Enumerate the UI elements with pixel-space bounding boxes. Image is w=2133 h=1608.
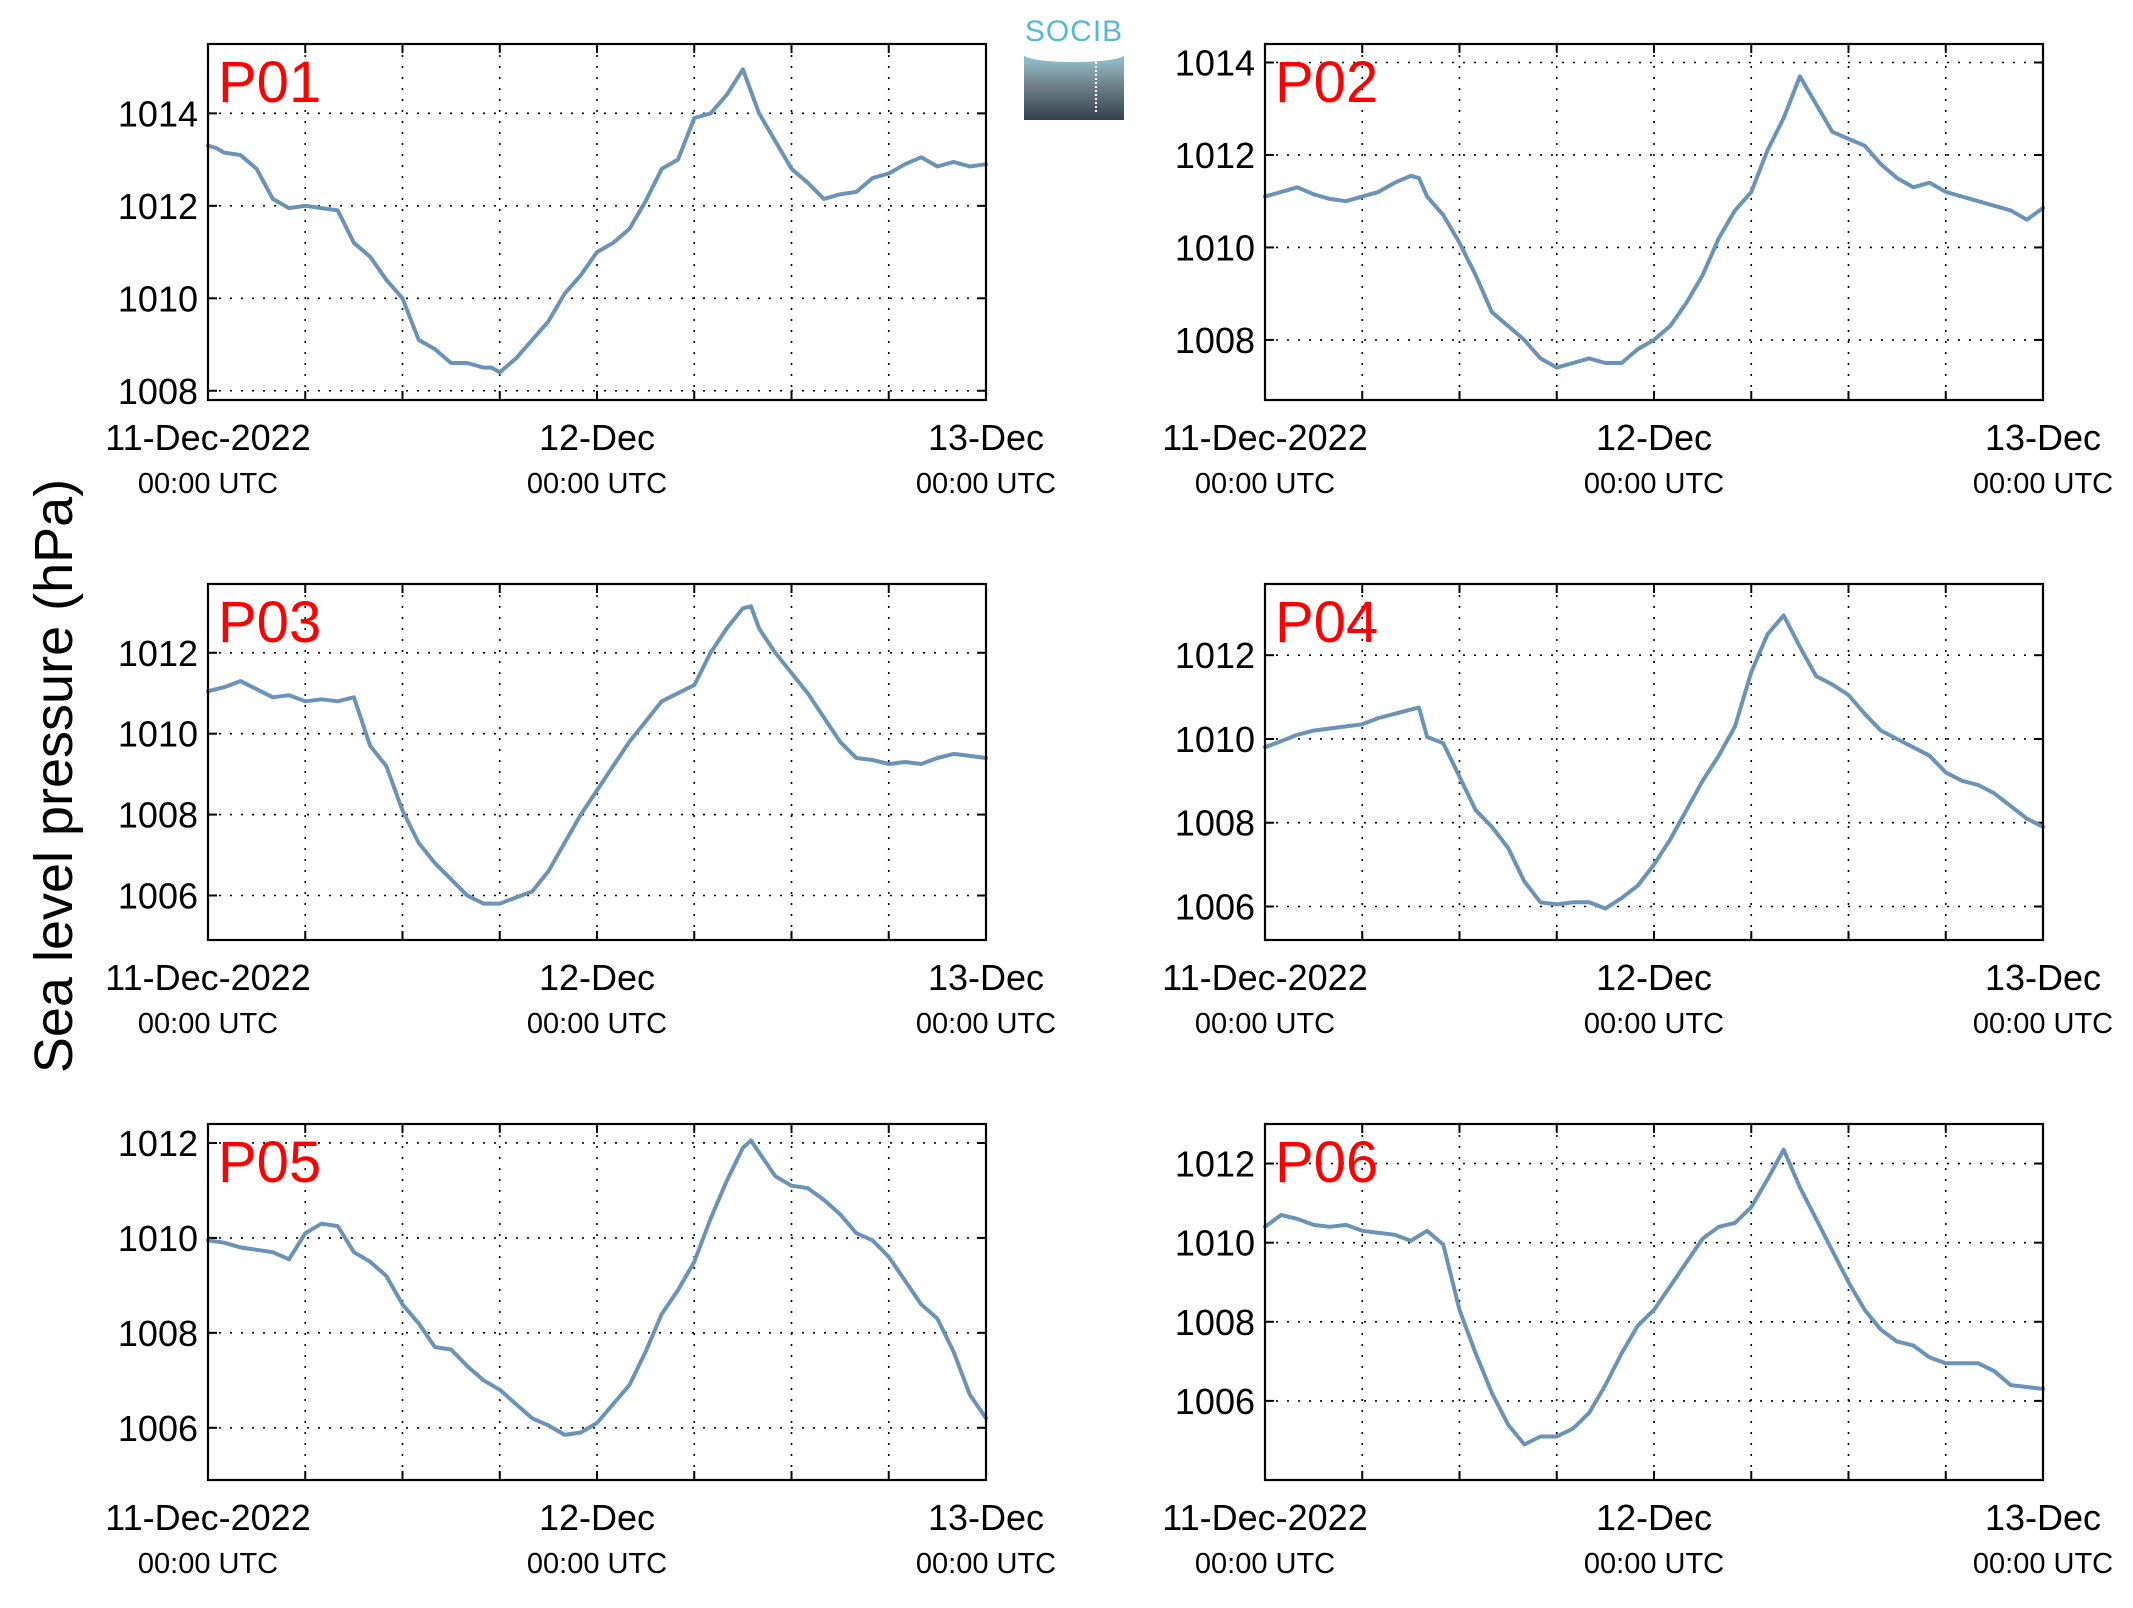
- pressure-series-line: [206, 67, 988, 375]
- x-tick-date-label: 11-Dec-2022: [1162, 417, 1367, 458]
- y-tick-label: 1012: [118, 186, 198, 227]
- x-tick-time-label: 00:00 UTC: [527, 468, 667, 500]
- y-tick-label: 1010: [118, 1218, 198, 1259]
- x-tick-date-label: 13-Dec: [928, 417, 1044, 458]
- x-tick-date-label: 12-Dec: [539, 1497, 655, 1538]
- plot-frame: [206, 1122, 988, 1482]
- y-tick-label: 1012: [1175, 1144, 1255, 1185]
- socib-logo: SOCIB: [1024, 14, 1124, 120]
- plot-frame: [1263, 1122, 2045, 1482]
- y-tick-label: 1008: [118, 371, 198, 412]
- y-tick-label: 1008: [118, 795, 198, 836]
- y-tick-label: 1012: [118, 633, 198, 674]
- x-tick-time-label: 00:00 UTC: [1584, 1008, 1724, 1040]
- logo-graphic: [1024, 52, 1124, 120]
- x-tick-date-label: 13-Dec: [1985, 417, 2101, 458]
- x-tick-time-label: 00:00 UTC: [527, 1008, 667, 1040]
- x-tick-date-label: 11-Dec-2022: [105, 957, 310, 998]
- y-tick-label: 1008: [1175, 1302, 1255, 1343]
- panel-label: P05: [218, 1130, 321, 1195]
- x-tick-date-label: 12-Dec: [1596, 1497, 1712, 1538]
- y-tick-label: 1010: [118, 278, 198, 319]
- y-tick-label: 1014: [1175, 42, 1255, 83]
- panel-label: P04: [1275, 590, 1378, 655]
- panel-p06: 1006 1008 1010 1012 11-Dec-2022 00:00 UTC 12-D…: [1162, 1122, 2113, 1580]
- y-tick-label: 1012: [118, 1123, 198, 1164]
- panel-p03: 1006 1008 1010 1012 11-Dec-2022 00:00 UTC 12-D…: [105, 582, 1056, 1040]
- panels-container: 1008 1010 1012 1014 11-Dec-2022 00:00 UTC 12-D…: [105, 42, 2113, 1580]
- pressure-series-line: [206, 1138, 988, 1437]
- x-tick-date-label: 12-Dec: [1596, 417, 1712, 458]
- y-tick-label: 1008: [118, 1313, 198, 1354]
- plot-frame: [206, 582, 988, 942]
- pressure-series-line: [1263, 74, 2045, 370]
- y-tick-label: 1008: [1175, 320, 1255, 361]
- x-tick-time-label: 00:00 UTC: [916, 468, 1056, 500]
- panel-p05: 1006 1008 1010 1012 11-Dec-2022 00:00 UTC 12-D…: [105, 1122, 1056, 1580]
- x-tick-date-label: 11-Dec-2022: [1162, 1497, 1367, 1538]
- x-tick-time-label: 00:00 UTC: [1973, 1008, 2113, 1040]
- panel-p02: 1008 1010 1012 1014 11-Dec-2022 00:00 UTC 12-D…: [1162, 42, 2113, 500]
- y-axis-label: Sea level pressure (hPa): [24, 479, 84, 1073]
- y-tick-label: 1010: [1175, 227, 1255, 268]
- panel-p01: 1008 1010 1012 1014 11-Dec-2022 00:00 UTC 12-D…: [105, 42, 1056, 500]
- y-tick-label: 1010: [118, 714, 198, 755]
- logo-wave: [1024, 48, 1124, 62]
- plot-frame: [1263, 42, 2045, 402]
- x-tick-time-label: 00:00 UTC: [1195, 1008, 1335, 1040]
- y-tick-label: 1006: [1175, 886, 1255, 927]
- x-tick-time-label: 00:00 UTC: [916, 1008, 1056, 1040]
- x-tick-time-label: 00:00 UTC: [1195, 468, 1335, 500]
- x-tick-time-label: 00:00 UTC: [138, 1548, 278, 1580]
- x-tick-date-label: 13-Dec: [928, 957, 1044, 998]
- y-tick-label: 1012: [1175, 635, 1255, 676]
- x-tick-time-label: 00:00 UTC: [1584, 1548, 1724, 1580]
- x-tick-date-label: 11-Dec-2022: [1162, 957, 1367, 998]
- panel-p04: 1006 1008 1010 1012 11-Dec-2022 00:00 UTC 12-D…: [1162, 582, 2113, 1040]
- x-tick-time-label: 00:00 UTC: [1973, 468, 2113, 500]
- plot-frame: [206, 42, 988, 402]
- x-tick-date-label: 12-Dec: [1596, 957, 1712, 998]
- y-tick-label: 1010: [1175, 719, 1255, 760]
- logo-dash: [1095, 62, 1097, 112]
- y-tick-label: 1010: [1175, 1223, 1255, 1264]
- y-tick-label: 1008: [1175, 803, 1255, 844]
- x-tick-time-label: 00:00 UTC: [527, 1548, 667, 1580]
- pressure-series-line: [1263, 613, 2045, 911]
- x-tick-time-label: 00:00 UTC: [1584, 468, 1724, 500]
- x-tick-date-label: 13-Dec: [1985, 957, 2101, 998]
- x-tick-date-label: 13-Dec: [1985, 1497, 2101, 1538]
- panel-label: P03: [218, 590, 321, 655]
- x-tick-time-label: 00:00 UTC: [916, 1548, 1056, 1580]
- panel-label: P01: [218, 50, 321, 115]
- x-tick-date-label: 11-Dec-2022: [105, 417, 310, 458]
- y-tick-label: 1014: [118, 93, 198, 134]
- plot-frame: [1263, 582, 2045, 942]
- x-tick-date-label: 11-Dec-2022: [105, 1497, 310, 1538]
- x-tick-time-label: 00:00 UTC: [1195, 1548, 1335, 1580]
- x-tick-time-label: 00:00 UTC: [1973, 1548, 2113, 1580]
- panel-label: P02: [1275, 50, 1378, 115]
- logo-text: SOCIB: [1024, 15, 1124, 48]
- pressure-series-line: [206, 604, 988, 906]
- x-tick-time-label: 00:00 UTC: [138, 468, 278, 500]
- pressure-series-line: [1263, 1147, 2045, 1447]
- x-tick-date-label: 13-Dec: [928, 1497, 1044, 1538]
- y-tick-label: 1006: [118, 876, 198, 917]
- x-tick-date-label: 12-Dec: [539, 417, 655, 458]
- x-tick-time-label: 00:00 UTC: [138, 1008, 278, 1040]
- panel-label: P06: [1275, 1130, 1378, 1195]
- x-tick-date-label: 12-Dec: [539, 957, 655, 998]
- y-tick-label: 1006: [118, 1408, 198, 1449]
- y-tick-label: 1006: [1175, 1381, 1255, 1422]
- y-tick-label: 1012: [1175, 135, 1255, 176]
